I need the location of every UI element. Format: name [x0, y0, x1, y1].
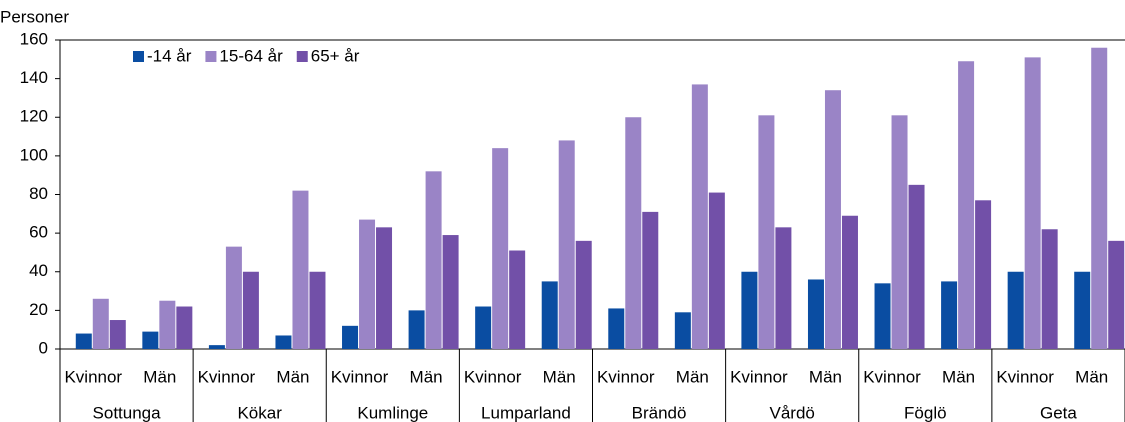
group-label: Brändö	[632, 403, 687, 422]
group-label: Sottunga	[93, 403, 162, 422]
x-tick-label: Män	[809, 367, 842, 386]
legend-label: 15-64 år	[219, 46, 283, 65]
bar	[975, 200, 992, 349]
x-tick-label: Kvinnor	[996, 367, 1054, 386]
bar	[608, 308, 625, 349]
bar	[142, 331, 159, 349]
y-tick-label: 100	[20, 145, 48, 164]
y-tick-label: 140	[20, 68, 48, 87]
group-label: Kumlinge	[357, 403, 428, 422]
x-tick-label: Män	[1075, 367, 1108, 386]
bar	[575, 240, 592, 349]
x-tick-label: Kvinnor	[863, 367, 921, 386]
x-tick-label: Män	[543, 367, 576, 386]
bar	[1091, 47, 1108, 349]
y-tick-label: 80	[29, 184, 48, 203]
legend-label: 65+ år	[311, 46, 360, 65]
x-tick-label: Män	[410, 367, 443, 386]
bar	[775, 227, 792, 349]
bar	[425, 171, 442, 349]
bar	[758, 115, 775, 349]
group-label: Lumparland	[481, 403, 571, 422]
bar	[342, 325, 359, 349]
bar	[958, 61, 975, 350]
x-tick-label: Kvinnor	[64, 367, 122, 386]
bar	[891, 115, 908, 349]
bar	[1074, 271, 1091, 349]
bar	[376, 227, 393, 349]
bar	[442, 235, 459, 349]
bar	[558, 140, 575, 349]
bar	[642, 211, 659, 349]
legend-label: -14 år	[147, 46, 192, 65]
bar	[92, 298, 109, 349]
bar	[741, 271, 758, 349]
x-tick-label: Kvinnor	[331, 367, 389, 386]
y-tick-label: 60	[29, 223, 48, 242]
x-tick-label: Män	[143, 367, 176, 386]
y-tick-label: 40	[29, 261, 48, 280]
x-tick-label: Kvinnor	[597, 367, 655, 386]
bar	[691, 84, 708, 349]
bar	[941, 281, 958, 349]
legend-swatch	[133, 51, 144, 62]
bar	[824, 90, 841, 350]
legend-swatch	[296, 51, 308, 62]
bar	[807, 279, 824, 349]
bar	[408, 310, 425, 349]
bar	[1041, 229, 1058, 349]
bar	[841, 215, 858, 349]
bar	[509, 250, 526, 349]
bar	[625, 117, 642, 349]
bar	[309, 271, 326, 349]
bar	[674, 312, 691, 349]
bar	[359, 219, 376, 349]
bar	[1007, 271, 1024, 349]
bar	[874, 283, 891, 349]
bar	[275, 335, 292, 349]
group-label: Kökar	[237, 403, 282, 422]
x-tick-label: Kvinnor	[198, 367, 256, 386]
legend-swatch	[205, 51, 217, 62]
bar	[159, 300, 176, 349]
y-axis-label: Personer	[0, 7, 69, 26]
x-tick-label: Kvinnor	[730, 367, 788, 386]
bar	[492, 148, 509, 349]
bar	[225, 246, 242, 349]
y-tick-label: 160	[20, 29, 48, 48]
bar	[109, 320, 126, 349]
bar	[176, 306, 193, 349]
bar	[292, 190, 309, 349]
bar	[541, 281, 558, 349]
y-tick-label: 20	[29, 300, 48, 319]
x-tick-label: Män	[942, 367, 975, 386]
x-tick-label: Män	[276, 367, 309, 386]
group-label: Geta	[1040, 403, 1077, 422]
x-tick-label: Män	[676, 367, 709, 386]
bar	[708, 192, 725, 349]
bar	[475, 306, 492, 349]
y-tick-label: 0	[39, 338, 48, 357]
bar	[75, 333, 92, 349]
bar	[208, 345, 225, 349]
bar	[908, 184, 925, 349]
x-tick-label: Kvinnor	[464, 367, 522, 386]
bar	[242, 271, 259, 349]
bar	[1108, 240, 1125, 349]
y-tick-label: 120	[20, 107, 48, 126]
bar	[1024, 57, 1041, 349]
group-label: Föglö	[904, 403, 947, 422]
group-label: Vårdö	[770, 403, 815, 422]
